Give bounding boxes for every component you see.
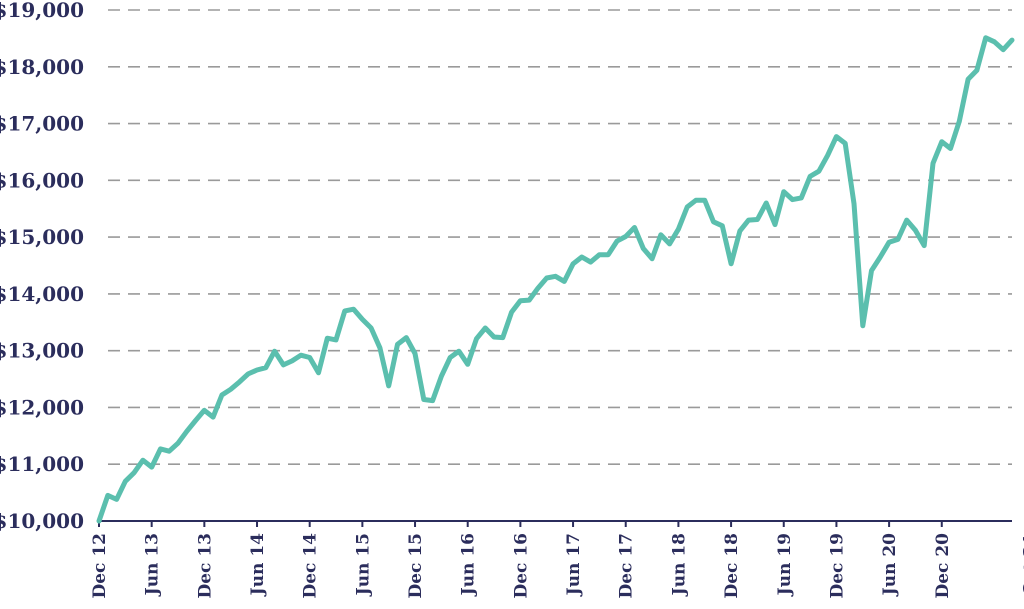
y-tick-label: $12,000 — [0, 395, 84, 419]
x-tick-label: Dec 13 — [195, 533, 215, 599]
x-tick-label: Dec 16 — [511, 533, 531, 599]
x-axis — [98, 520, 1012, 527]
x-tick-label: Oct 21 — [1021, 533, 1024, 596]
x-tick-label: Jun 14 — [248, 533, 268, 598]
y-tick-label: $11,000 — [0, 452, 84, 476]
x-tick-label: Dec 15 — [406, 533, 426, 599]
x-tick-label: Jun 17 — [564, 533, 584, 597]
y-tick-label: $14,000 — [0, 282, 84, 306]
series-layer — [96, 35, 1015, 524]
x-tick-label: Dec 14 — [301, 533, 321, 599]
x-tick-label: Dec 20 — [933, 533, 953, 599]
y-axis-tick-labels: $10,000 $11,000 $12,000 $13,000 $14,000 $15,0… — [0, 0, 84, 533]
x-tick-label: Jun 15 — [353, 533, 373, 597]
x-axis-tick-labels: Dec 12 Jun 13 Dec 13 Jun 14 Dec 14 Jun 15 Dec … — [90, 533, 1024, 599]
x-tick-label: Dec 18 — [722, 533, 742, 599]
x-tick-label: Jun 13 — [143, 533, 163, 597]
x-tick-label: Dec 17 — [617, 533, 637, 599]
y-tick-label: $17,000 — [0, 112, 84, 136]
y-tick-label: $10,000 — [0, 509, 84, 533]
x-tick-label: Jun 16 — [459, 533, 479, 597]
y-tick-label: $13,000 — [0, 339, 84, 363]
gridlines — [108, 9, 1012, 466]
y-tick-label: $15,000 — [0, 225, 84, 249]
y-tick-label: $18,000 — [0, 55, 84, 79]
x-tick-label: Jun 20 — [880, 533, 900, 598]
x-tick-label: Dec 19 — [827, 533, 847, 599]
y-tick-label: $19,000 — [0, 0, 84, 22]
series-line — [96, 35, 1015, 524]
x-tick-label: Jun 18 — [669, 533, 689, 597]
y-tick-label: $16,000 — [0, 168, 84, 192]
x-tick-label: Dec 12 — [90, 533, 110, 599]
x-tick-label: Jun 19 — [775, 533, 795, 597]
